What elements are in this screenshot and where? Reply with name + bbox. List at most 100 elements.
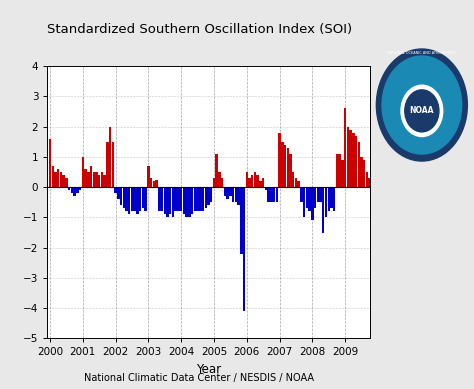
Bar: [338, 154, 341, 187]
Bar: [325, 187, 327, 217]
Bar: [388, 157, 390, 187]
Bar: [117, 187, 119, 199]
Bar: [193, 187, 196, 211]
Bar: [145, 187, 147, 211]
Bar: [382, 136, 384, 187]
Bar: [309, 187, 311, 211]
Bar: [169, 187, 172, 214]
Bar: [71, 187, 73, 193]
Bar: [161, 187, 163, 211]
Bar: [448, 187, 450, 196]
Bar: [311, 187, 314, 221]
Bar: [404, 187, 407, 193]
Bar: [235, 187, 237, 202]
Bar: [188, 187, 191, 217]
Bar: [202, 187, 204, 211]
Bar: [357, 142, 360, 187]
Bar: [172, 187, 174, 217]
Bar: [54, 172, 57, 187]
Bar: [431, 187, 434, 193]
Bar: [352, 133, 355, 187]
Bar: [300, 187, 302, 202]
Bar: [84, 169, 87, 187]
Bar: [295, 178, 297, 187]
Bar: [393, 169, 395, 187]
Bar: [251, 175, 254, 187]
Bar: [396, 178, 398, 187]
Bar: [442, 187, 445, 196]
Circle shape: [382, 56, 462, 154]
Bar: [139, 187, 141, 211]
Bar: [106, 142, 109, 187]
Bar: [216, 154, 218, 187]
Bar: [254, 172, 256, 187]
Bar: [246, 172, 248, 187]
Bar: [314, 187, 316, 209]
Bar: [267, 187, 270, 202]
Bar: [182, 187, 185, 214]
Bar: [303, 187, 305, 217]
Bar: [73, 187, 76, 196]
Bar: [232, 187, 234, 202]
Bar: [363, 160, 365, 187]
Bar: [227, 187, 229, 199]
Circle shape: [376, 49, 467, 161]
Bar: [213, 178, 215, 187]
Bar: [410, 187, 412, 190]
Circle shape: [405, 90, 439, 132]
Bar: [423, 187, 426, 199]
Bar: [453, 187, 456, 196]
X-axis label: Year: Year: [196, 363, 221, 376]
Bar: [259, 181, 262, 187]
Bar: [385, 142, 387, 187]
Bar: [319, 187, 322, 202]
Bar: [221, 178, 223, 187]
Bar: [76, 187, 79, 193]
Bar: [391, 166, 393, 187]
Bar: [256, 175, 259, 187]
Bar: [371, 187, 374, 190]
Bar: [399, 178, 401, 187]
Bar: [439, 187, 442, 193]
Bar: [437, 187, 439, 196]
Bar: [120, 187, 122, 205]
Bar: [155, 180, 158, 187]
Bar: [131, 187, 133, 211]
Bar: [150, 178, 152, 187]
Bar: [270, 187, 273, 202]
Bar: [415, 187, 418, 193]
Bar: [401, 187, 404, 193]
Bar: [109, 127, 111, 187]
Bar: [426, 187, 428, 196]
Bar: [153, 181, 155, 187]
Bar: [428, 187, 431, 193]
Text: National Climatic Data Center / NESDIS / NOAA: National Climatic Data Center / NESDIS /…: [84, 373, 314, 383]
Bar: [229, 187, 232, 196]
Bar: [379, 142, 382, 187]
Bar: [243, 187, 245, 311]
Bar: [224, 187, 226, 196]
Bar: [407, 187, 409, 190]
Bar: [248, 178, 251, 187]
Bar: [237, 187, 240, 205]
Bar: [49, 139, 51, 187]
Bar: [177, 187, 180, 211]
Bar: [434, 187, 437, 196]
Bar: [60, 172, 62, 187]
Bar: [333, 187, 336, 211]
Bar: [103, 175, 106, 187]
Bar: [284, 145, 286, 187]
Bar: [112, 142, 114, 187]
Bar: [306, 187, 308, 209]
Bar: [196, 187, 199, 211]
Bar: [185, 187, 188, 217]
Circle shape: [401, 85, 443, 137]
Bar: [273, 187, 275, 202]
Bar: [98, 175, 100, 187]
Bar: [87, 172, 90, 187]
Bar: [292, 172, 294, 187]
Bar: [114, 187, 117, 193]
Bar: [456, 187, 458, 199]
Bar: [166, 187, 169, 217]
Bar: [79, 187, 82, 190]
